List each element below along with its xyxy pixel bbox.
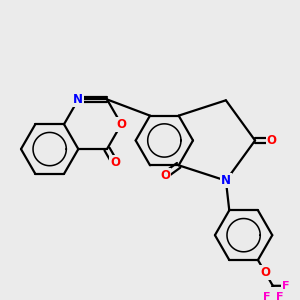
Text: O: O <box>260 266 270 279</box>
Text: N: N <box>221 174 231 187</box>
Text: O: O <box>110 156 120 169</box>
Text: O: O <box>160 169 170 182</box>
Text: N: N <box>73 93 83 106</box>
Text: F: F <box>282 281 290 291</box>
Text: O: O <box>116 118 126 131</box>
Text: F: F <box>275 292 283 300</box>
Text: F: F <box>262 292 270 300</box>
Text: O: O <box>267 134 277 147</box>
